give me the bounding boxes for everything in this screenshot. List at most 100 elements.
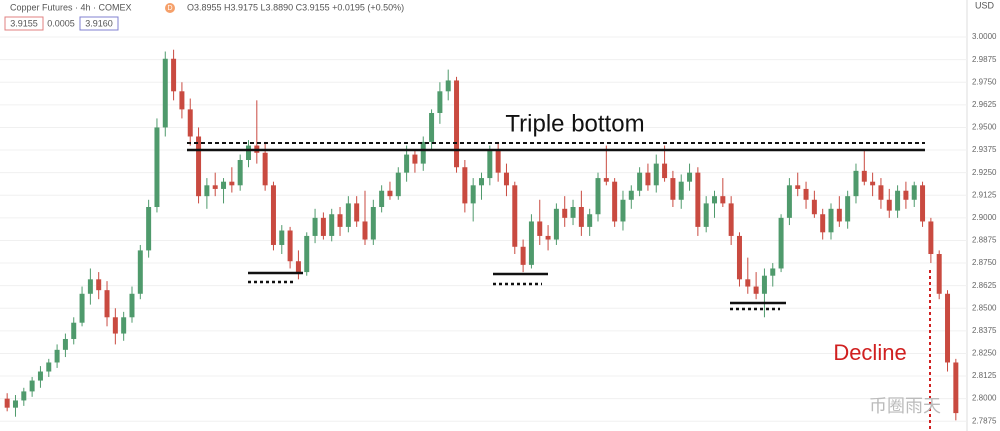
- candle-body: [204, 185, 210, 197]
- candle-body: [753, 286, 759, 294]
- candle-body: [653, 163, 659, 186]
- candle-body: [345, 203, 351, 227]
- candle-body: [46, 362, 52, 372]
- candle-body: [362, 221, 368, 240]
- candle-body: [761, 275, 767, 294]
- candle-body: [370, 207, 376, 240]
- candle-body: [553, 208, 559, 240]
- bid-box[interactable]: [4, 16, 44, 31]
- candle-body: [445, 80, 451, 92]
- candle-body: [545, 235, 551, 240]
- candle-body: [304, 235, 310, 273]
- candle-body: [578, 207, 584, 227]
- candle-body: [329, 214, 335, 236]
- candle-body: [279, 230, 285, 245]
- y-tick-label: 2.8000: [972, 394, 997, 403]
- candle-body: [903, 190, 909, 200]
- candle-body: [437, 91, 443, 113]
- candle-body: [953, 362, 959, 414]
- candle-body: [262, 152, 268, 186]
- candle-body: [154, 127, 160, 208]
- candle-body: [4, 398, 10, 408]
- candle-body: [479, 178, 484, 186]
- candle-body: [820, 214, 826, 233]
- candle-body: [404, 154, 410, 173]
- candle-body: [112, 317, 118, 334]
- candle-body: [620, 199, 626, 222]
- y-tick-label: 2.9875: [972, 55, 997, 64]
- candle-body: [687, 172, 693, 182]
- y-tick-label: 2.9625: [972, 100, 997, 109]
- candle-body: [920, 185, 926, 222]
- candle-body: [312, 217, 318, 236]
- candle-body: [270, 185, 276, 245]
- candle-body: [603, 178, 609, 182]
- candle-body: [886, 199, 892, 211]
- candle-body: [637, 172, 643, 191]
- candle-body: [487, 149, 493, 179]
- candle-body: [287, 230, 293, 262]
- candle-body: [836, 208, 842, 222]
- candle-body: [137, 250, 143, 294]
- candle-body: [845, 196, 851, 222]
- candle-body: [720, 196, 726, 204]
- candle-body: [295, 261, 301, 273]
- candle-body: [395, 172, 401, 197]
- candle-body: [121, 317, 127, 334]
- y-tick-label: 2.8750: [972, 258, 997, 267]
- candle-body: [795, 185, 801, 189]
- candle-body: [71, 322, 77, 339]
- candle-body: [21, 391, 27, 401]
- y-tick-label: 2.9375: [972, 145, 997, 154]
- watermark: 币圈雨天: [869, 396, 941, 416]
- candle-body: [861, 170, 867, 182]
- candle-body: [662, 163, 668, 179]
- y-tick-label: 2.8375: [972, 326, 997, 335]
- candle-body: [162, 58, 168, 128]
- candle-body: [853, 170, 859, 197]
- y-tick-label: 2.8125: [972, 371, 997, 380]
- candle-body: [870, 181, 876, 186]
- candle-body: [612, 181, 618, 222]
- candle-body: [595, 178, 601, 215]
- candle-body: [187, 109, 193, 137]
- candle-body: [770, 268, 776, 276]
- y-tick-label: 2.9125: [972, 190, 997, 199]
- candle-body: [245, 145, 251, 160]
- candle-body: [221, 181, 227, 189]
- candle-body: [645, 172, 651, 186]
- candle-body: [828, 208, 834, 233]
- candle-body: [703, 203, 709, 227]
- candle-body: [528, 221, 534, 265]
- pattern-label: Triple bottom: [505, 110, 644, 137]
- y-tick-label: 2.8625: [972, 281, 997, 290]
- candle-body: [337, 214, 343, 227]
- candle-body: [212, 185, 218, 189]
- currency: USD: [975, 0, 995, 10]
- ask-box[interactable]: [79, 16, 119, 31]
- candle-body: [104, 290, 110, 318]
- ohlc-readout: O3.8955 H3.9175 L3.8890 C3.9155 +0.0195 …: [187, 2, 404, 12]
- candle-body: [712, 196, 718, 204]
- spread: 0.0005: [47, 18, 75, 28]
- candle-body: [237, 159, 243, 186]
- y-tick-label: 2.7875: [972, 416, 997, 425]
- candle-body: [878, 185, 884, 200]
- candle-body: [196, 136, 202, 197]
- candle-body: [462, 167, 468, 204]
- candle-body: [495, 149, 501, 173]
- flag: D: [167, 5, 172, 12]
- candle-body: [470, 185, 476, 204]
- candle-body: [537, 221, 543, 236]
- candle-body: [562, 208, 568, 218]
- y-tick-label: 2.8500: [972, 303, 997, 312]
- candle-body: [503, 172, 509, 186]
- candle-body: [678, 181, 684, 200]
- candle-body: [778, 217, 784, 269]
- candle-body: [512, 185, 518, 247]
- candle-body: [96, 279, 102, 291]
- decline-label: Decline: [833, 340, 906, 365]
- candle-body: [229, 181, 235, 186]
- flag-badge: [165, 3, 175, 13]
- candle-body: [745, 279, 751, 287]
